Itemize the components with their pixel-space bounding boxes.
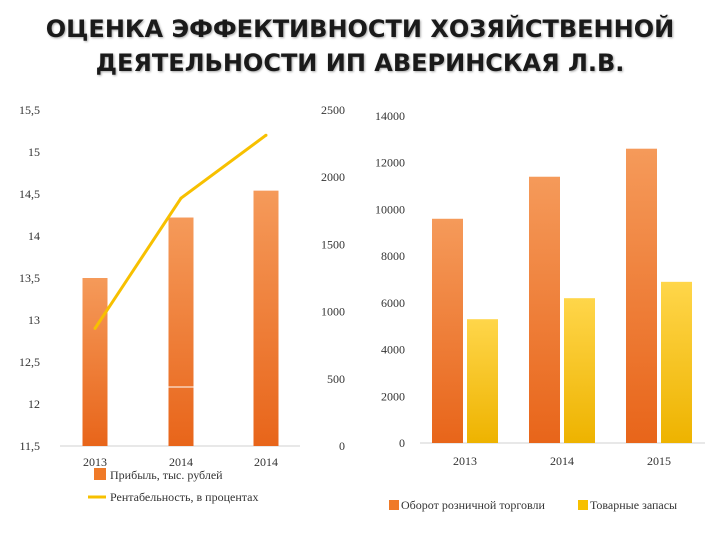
title-line-1: ОЦЕНКА ЭФФЕКТИВНОСТИ ХОЗЯЙСТВЕННОЙ xyxy=(45,15,675,43)
profitability-point xyxy=(179,196,183,200)
profit-bar xyxy=(253,190,279,446)
right-axis-tick: 500 xyxy=(327,372,345,386)
legend-label-stock: Товарные запасы xyxy=(590,498,677,512)
right-axis-tick: 2000 xyxy=(321,170,345,184)
profitability-point xyxy=(264,133,268,137)
chart-turnover-stock: 14000 12000 10000 8000 6000 4000 2000 0 2013 2014… xyxy=(375,109,705,512)
title-line-2: ДЕЯТЕЛЬНОСТИ ИП АВЕРИНСКАЯ Л.В. xyxy=(95,49,625,77)
left-axis-tick: 13,5 xyxy=(19,271,40,285)
stock-bar xyxy=(661,281,692,443)
left-axis-tick: 11,5 xyxy=(19,439,40,453)
y-axis-tick: 0 xyxy=(399,436,405,450)
x-axis-tick: 2014 xyxy=(254,455,278,469)
left-axis-tick: 14 xyxy=(28,229,40,243)
y-axis-tick: 10000 xyxy=(375,202,405,216)
left-axis-tick: 12,5 xyxy=(19,355,40,369)
profit-bar xyxy=(82,278,108,446)
page-title: ОЦЕНКА ЭФФЕКТИВНОСТИ ХОЗЯЙСТВЕННОЙ ДЕЯТЕ… xyxy=(0,12,720,80)
left-axis-tick: 12 xyxy=(28,397,40,411)
legend-label-turnover: Оборот розничной торговли xyxy=(401,498,546,512)
turnover-bar xyxy=(529,176,560,443)
right-axis-tick: 0 xyxy=(339,439,345,453)
y-axis-tick: 6000 xyxy=(381,296,405,310)
y-axis-tick: 14000 xyxy=(375,109,405,123)
legend-swatch-turnover xyxy=(389,500,399,510)
x-axis-tick: 2015 xyxy=(647,454,671,468)
y-axis-tick: 4000 xyxy=(381,343,405,357)
x-axis-tick: 2013 xyxy=(453,454,477,468)
left-axis-tick: 15,5 xyxy=(19,103,40,117)
profit-bar xyxy=(168,217,194,446)
right-axis-tick: 1500 xyxy=(321,237,345,251)
x-axis-tick: 2014 xyxy=(550,454,574,468)
legend-label-profitability: Рентабельность, в процентах xyxy=(110,490,258,504)
legend-label-profit: Прибыль, тыс. рублей xyxy=(110,468,223,482)
turnover-bar xyxy=(432,218,463,443)
left-axis-tick: 13 xyxy=(28,313,40,327)
chart-profit-profitability: 15,5 15 14,5 14 13,5 13 12,5 12 11,5 2500 2000 1500… xyxy=(19,103,345,504)
right-axis-tick: 1000 xyxy=(321,305,345,319)
right-axis-tick: 2500 xyxy=(321,103,345,117)
profitability-point xyxy=(93,326,97,330)
stock-bar xyxy=(467,319,498,443)
left-axis-tick: 15 xyxy=(28,145,40,159)
y-axis-tick: 2000 xyxy=(381,389,405,403)
y-axis-tick: 12000 xyxy=(375,156,405,170)
legend-swatch-profit xyxy=(94,468,106,480)
stock-bar xyxy=(564,298,595,443)
x-axis-tick: 2014 xyxy=(169,455,193,469)
left-axis-tick: 14,5 xyxy=(19,187,40,201)
legend-swatch-stock xyxy=(578,500,588,510)
y-axis-tick: 8000 xyxy=(381,249,405,263)
x-axis-tick: 2013 xyxy=(83,455,107,469)
turnover-bar xyxy=(626,148,657,443)
